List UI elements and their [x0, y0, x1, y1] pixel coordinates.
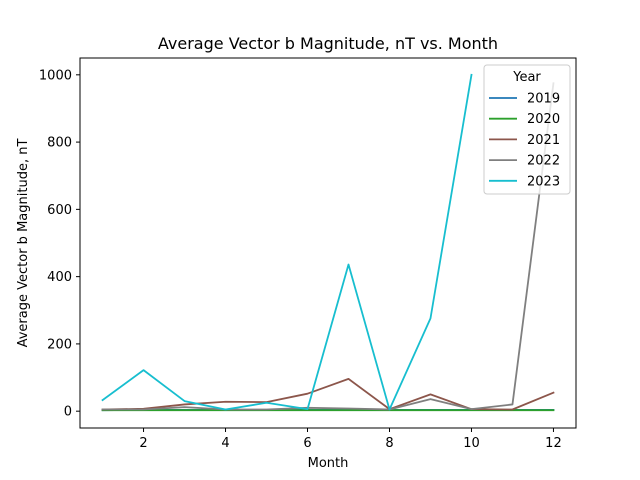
legend-label-2019: 2019	[527, 92, 560, 107]
ticks-layer: 2 4 6 8 10 12 0 200 400 600 800 1000	[39, 68, 562, 451]
chart-title: Average Vector b Magnitude, nT vs. Month	[158, 34, 498, 53]
y-tick-label: 600	[47, 203, 72, 218]
legend: Year 2019 2020 2021 2022 2023	[483, 64, 571, 195]
x-tick-label: 10	[463, 436, 480, 451]
legend-title: Year	[512, 70, 541, 85]
legend-label-2022: 2022	[527, 154, 560, 169]
y-tick-label: 800	[47, 136, 72, 151]
x-tick-label: 12	[545, 436, 562, 451]
y-tick-label: 1000	[39, 68, 72, 83]
x-tick-label: 4	[221, 436, 229, 451]
legend-label-2020: 2020	[527, 112, 560, 127]
y-tick-label: 400	[47, 270, 72, 285]
x-tick-label: 6	[303, 436, 311, 451]
series-line-2023	[101, 73, 473, 411]
series-layer	[101, 73, 555, 412]
x-axis-title: Month	[308, 456, 349, 471]
y-tick-label: 0	[64, 405, 72, 420]
series-line-2022	[101, 82, 555, 411]
plot-frame	[79, 57, 577, 429]
x-tick-label: 8	[385, 436, 393, 451]
legend-label-2023: 2023	[527, 174, 560, 189]
y-axis-title: Average Vector b Magnitude, nT	[16, 139, 31, 348]
legend-label-2021: 2021	[527, 133, 560, 148]
x-tick-label: 2	[139, 436, 147, 451]
y-tick-label: 200	[47, 337, 72, 352]
